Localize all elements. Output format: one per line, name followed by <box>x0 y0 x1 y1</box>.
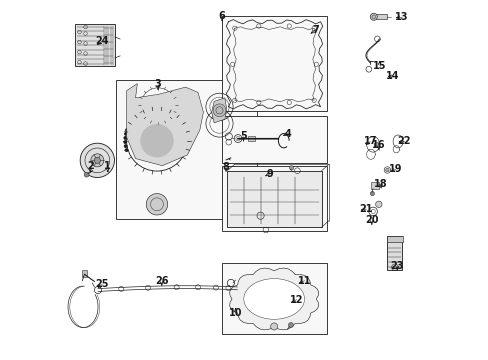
Circle shape <box>149 108 152 111</box>
Circle shape <box>125 129 128 131</box>
Circle shape <box>94 157 100 163</box>
Circle shape <box>84 172 89 177</box>
Circle shape <box>369 192 374 196</box>
Circle shape <box>369 13 377 20</box>
Circle shape <box>213 104 225 117</box>
Circle shape <box>132 118 135 121</box>
Text: 4: 4 <box>284 129 291 139</box>
Circle shape <box>145 109 148 112</box>
Text: 16: 16 <box>371 140 385 150</box>
Bar <box>227 171 321 227</box>
Text: 23: 23 <box>390 261 403 271</box>
Circle shape <box>183 125 186 127</box>
Polygon shape <box>229 268 318 330</box>
Circle shape <box>186 145 189 148</box>
Circle shape <box>138 113 141 116</box>
Bar <box>386 236 402 270</box>
Text: 18: 18 <box>373 179 387 189</box>
Circle shape <box>127 125 130 127</box>
Bar <box>116 80 257 219</box>
Circle shape <box>129 121 132 124</box>
Circle shape <box>385 168 388 172</box>
Circle shape <box>289 166 293 170</box>
Polygon shape <box>140 124 173 157</box>
Polygon shape <box>211 98 226 123</box>
Text: 8: 8 <box>222 162 229 172</box>
Circle shape <box>375 201 381 207</box>
Circle shape <box>186 132 189 135</box>
Text: 2: 2 <box>87 161 93 171</box>
Text: 10: 10 <box>228 308 242 318</box>
Text: 11: 11 <box>297 276 311 286</box>
Bar <box>222 166 326 231</box>
Text: 26: 26 <box>155 276 168 286</box>
Circle shape <box>270 323 277 330</box>
Bar <box>75 24 115 66</box>
Circle shape <box>135 115 138 118</box>
Bar <box>386 236 402 242</box>
Polygon shape <box>244 279 304 319</box>
Text: 25: 25 <box>95 279 109 289</box>
Circle shape <box>169 111 172 113</box>
Text: 12: 12 <box>289 295 303 305</box>
Polygon shape <box>126 84 203 166</box>
Text: 1: 1 <box>104 161 111 171</box>
Circle shape <box>373 143 378 148</box>
Text: 17: 17 <box>363 136 376 147</box>
Text: 24: 24 <box>95 36 108 46</box>
Text: 20: 20 <box>364 215 378 225</box>
Text: 14: 14 <box>386 71 399 81</box>
Bar <box>370 182 378 189</box>
Circle shape <box>288 323 293 328</box>
Bar <box>375 14 386 19</box>
Circle shape <box>91 154 103 167</box>
Circle shape <box>157 108 160 111</box>
Text: 6: 6 <box>218 12 225 21</box>
Circle shape <box>153 108 156 111</box>
Bar <box>222 116 326 163</box>
Text: 5: 5 <box>240 131 246 141</box>
Circle shape <box>124 145 127 148</box>
Circle shape <box>80 143 114 177</box>
Text: 7: 7 <box>312 25 319 35</box>
Circle shape <box>187 136 190 139</box>
Circle shape <box>124 132 127 135</box>
Circle shape <box>182 121 184 124</box>
Circle shape <box>146 194 167 215</box>
Circle shape <box>176 115 179 118</box>
Circle shape <box>123 136 126 139</box>
Text: 15: 15 <box>372 61 386 71</box>
Text: 22: 22 <box>396 136 410 147</box>
Bar <box>81 270 86 277</box>
Circle shape <box>165 109 168 112</box>
Text: 9: 9 <box>266 168 273 179</box>
Bar <box>222 16 326 111</box>
Circle shape <box>142 111 144 113</box>
Text: 13: 13 <box>394 13 407 22</box>
Circle shape <box>173 113 176 116</box>
Circle shape <box>162 108 164 111</box>
Bar <box>247 136 254 141</box>
Text: 21: 21 <box>359 204 372 214</box>
Circle shape <box>125 149 128 152</box>
Text: 19: 19 <box>388 164 402 174</box>
Circle shape <box>185 129 188 131</box>
Circle shape <box>187 141 190 144</box>
Circle shape <box>179 118 182 121</box>
Text: 3: 3 <box>154 79 161 89</box>
Circle shape <box>185 149 188 152</box>
Bar <box>222 263 326 334</box>
Circle shape <box>123 141 126 144</box>
